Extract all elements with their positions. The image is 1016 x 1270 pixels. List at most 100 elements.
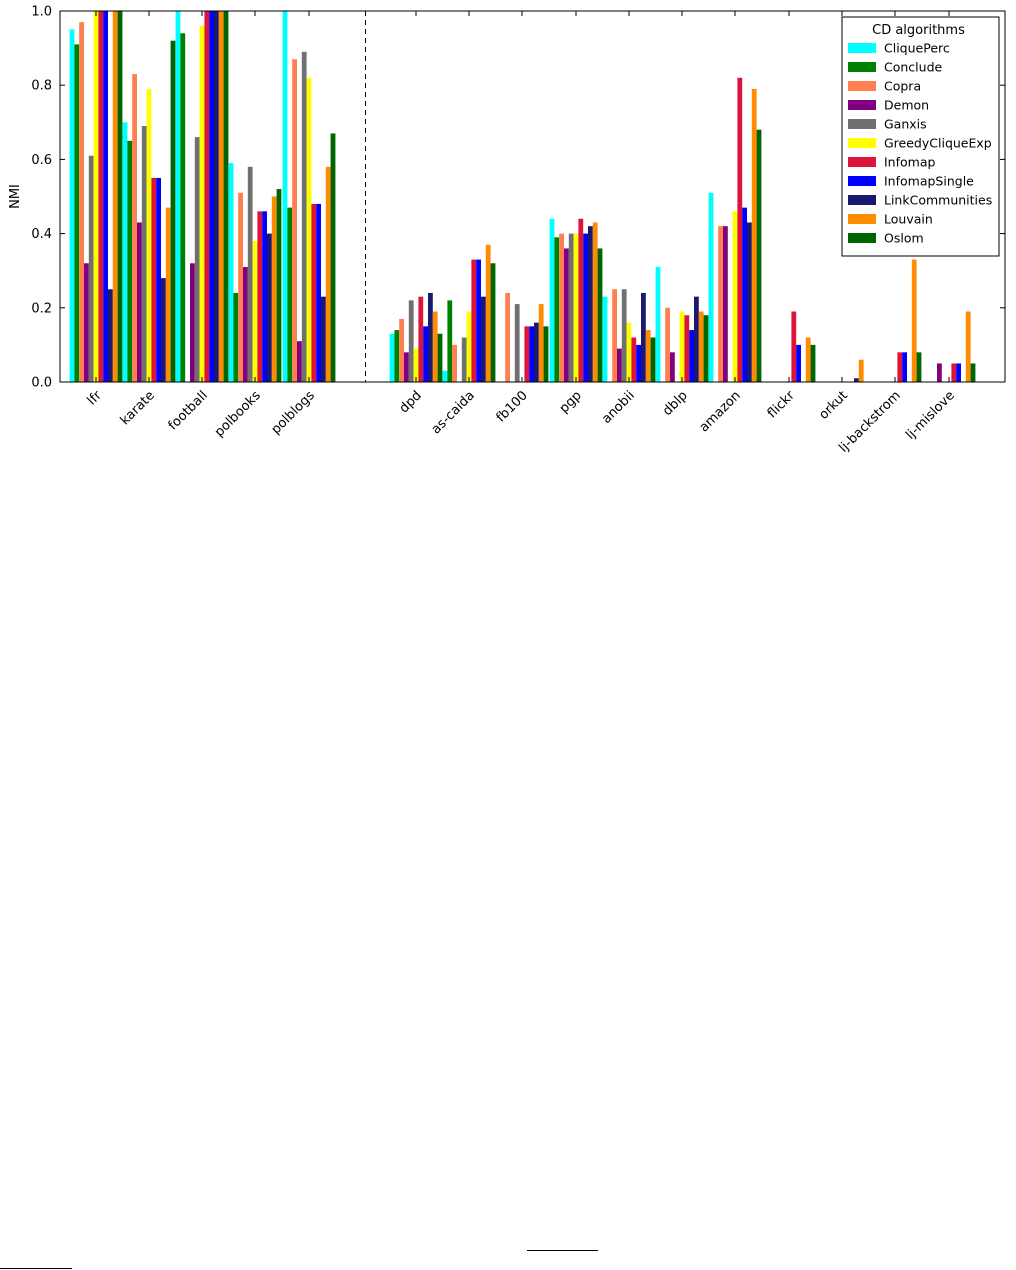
bar-cliqueperc-football: [175, 11, 181, 382]
y-axis: 0.0 0.2 0.4 0.6 0.8 1.0: [31, 5, 1005, 391]
bar-infomap-anobii: [631, 337, 637, 382]
x-tick-label-polblogs: polblogs: [269, 388, 318, 437]
bar-linkcommunities-dpd: [428, 292, 433, 382]
bar-infomapsingle-anobii: [636, 344, 641, 382]
bar-infomap-lj-backstrom: [897, 352, 903, 382]
x-tick-label-as-caida: as-caida: [429, 388, 478, 437]
bar-cliqueperc-amazon: [708, 192, 714, 382]
plot-frame: [59, 10, 1006, 383]
bar-greedycliqueexp-karate: [146, 88, 152, 382]
bar-louvain-polbooks: [271, 196, 277, 382]
bar-oslom-dpd: [437, 333, 443, 382]
bar-oslom-fb100: [543, 326, 549, 382]
bar-infomap-flickr: [791, 311, 797, 382]
x-tick-label-football: football: [166, 388, 211, 433]
legend-title: CD algorithms: [872, 23, 965, 38]
x-tick-label-flickr: flickr: [765, 388, 799, 422]
bar-oslom-anobii: [650, 337, 656, 382]
bar-greedycliqueexp-dpd: [413, 348, 419, 382]
bar-linkcommunities-karate: [161, 278, 166, 382]
bar-conclude-lfr: [74, 44, 80, 382]
bar-oslom-flickr: [810, 344, 816, 382]
bar-greedycliqueexp-football: [199, 25, 205, 383]
x-tick-label-dpd: dpd: [397, 388, 425, 416]
legend-label-conclude: Conclude: [884, 60, 943, 75]
bar-oslom-karate: [170, 40, 176, 383]
bar-demon-polblogs: [297, 341, 302, 382]
legend-label-oslom: Oslom: [884, 231, 924, 246]
x-tick-label-polbooks: polbooks: [212, 388, 264, 440]
bar-infomapsingle-polbooks: [262, 211, 267, 382]
bar-demon-pgp: [564, 248, 569, 382]
bar-ganxis-polbooks: [247, 166, 253, 382]
bar-infomap-pgp: [578, 218, 584, 382]
bar-oslom-football: [223, 11, 229, 382]
bar-greedycliqueexp-as-caida: [466, 311, 472, 382]
bar-infomap-as-caida: [471, 259, 477, 382]
legend-label-greedycliqueexp: GreedyCliqueExp: [884, 136, 992, 151]
x-tick-label-lfr: lfr: [85, 388, 106, 409]
bar-infomapsingle-fb100: [529, 326, 534, 382]
bar-linkcommunities-fb100: [534, 322, 539, 382]
bar-conclude-as-caida: [447, 300, 453, 382]
bar-linkcommunities-polbooks: [267, 233, 272, 382]
bar-louvain-anobii: [645, 330, 651, 382]
bar-ganxis-polblogs: [301, 51, 307, 383]
bar-greedycliqueexp-anobii: [626, 322, 632, 382]
legend-label-linkcommunities: LinkCommunities: [884, 193, 992, 208]
bar-louvain-fb100: [538, 304, 544, 382]
bar-conclude-football: [180, 33, 186, 382]
legend-swatch-linkcommunities: [848, 195, 876, 205]
bar-linkcommunities-anobii: [641, 292, 646, 382]
bar-louvain-lj-backstrom: [911, 259, 917, 382]
x-tick-label-lj-mislove: lj-mislove: [903, 388, 958, 443]
bar-copra-as-caida: [452, 344, 457, 382]
bar-ganxis-as-caida: [461, 337, 467, 382]
legend-swatch-louvain: [848, 214, 876, 224]
bar-greedycliqueexp-lfr: [93, 11, 99, 382]
x-tick-label-fb100: fb100: [494, 388, 531, 425]
bar-infomap-polblogs: [311, 203, 317, 382]
bar-infomapsingle-dpd: [423, 326, 428, 382]
bar-greedycliqueexp-amazon: [732, 211, 738, 382]
footnote-rule-center: [527, 1250, 598, 1251]
bar-oslom-polblogs: [330, 133, 336, 382]
bar-infomapsingle-pgp: [583, 233, 588, 382]
legend-label-ganxis: Ganxis: [884, 117, 927, 132]
bar-linkcommunities-lfr: [108, 289, 113, 382]
bar-greedycliqueexp-pgp: [573, 233, 579, 382]
bar-demon-karate: [137, 222, 142, 382]
y-tick-label: 0.8: [31, 79, 52, 94]
bar-louvain-flickr: [805, 337, 811, 382]
bar-ganxis-football: [194, 137, 200, 382]
bar-infomap-lfr: [98, 11, 104, 382]
bar-cliqueperc-lfr: [69, 29, 75, 383]
bar-cliqueperc-dblp: [655, 266, 661, 382]
bar-copra-polblogs: [292, 59, 297, 382]
bar-louvain-amazon: [751, 88, 757, 382]
bar-oslom-amazon: [756, 129, 762, 382]
bar-demon-lj-mislove: [937, 363, 942, 382]
bar-infomapsingle-lj-backstrom: [902, 352, 907, 382]
legend-swatch-infomap: [848, 157, 876, 167]
bar-ganxis-lfr: [88, 155, 94, 382]
bar-conclude-dpd: [394, 330, 400, 382]
bar-copra-amazon: [718, 226, 723, 382]
bar-louvain-dpd: [432, 311, 438, 382]
bar-conclude-polblogs: [287, 207, 293, 382]
bar-demon-amazon: [723, 226, 728, 382]
bar-linkcommunities-amazon: [747, 222, 752, 382]
bar-copra-polbooks: [238, 192, 243, 382]
bar-infomap-lj-mislove: [951, 363, 957, 382]
bar-oslom-pgp: [597, 248, 603, 382]
bar-cliqueperc-polblogs: [282, 11, 288, 382]
bar-ganxis-pgp: [568, 233, 574, 382]
bar-greedycliqueexp-polblogs: [306, 77, 312, 382]
legend-label-copra: Copra: [884, 79, 921, 94]
bar-greedycliqueexp-dblp: [679, 311, 685, 382]
legend: CD algorithms CliquePerc Conclude Copra Demo…: [841, 16, 1000, 257]
bar-infomapsingle-football: [209, 11, 214, 382]
bar-demon-dblp: [670, 352, 675, 382]
bars-layer: [69, 11, 976, 383]
legend-label-cliqueperc: CliquePerc: [884, 41, 950, 56]
